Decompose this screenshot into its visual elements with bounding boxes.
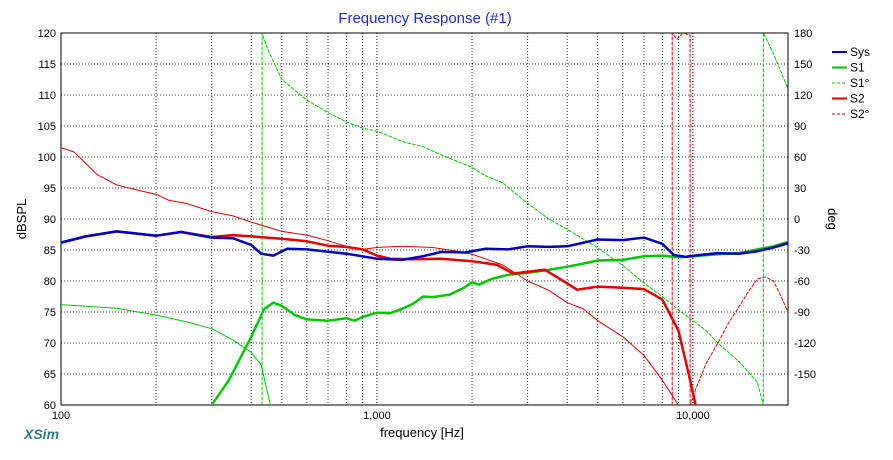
legend-label-s1-phase: S1° — [850, 76, 870, 90]
y-tick-label: 85 — [44, 245, 56, 257]
y-right-tick-label: 0 — [794, 214, 800, 226]
chart-title: Frequency Response (#1) — [338, 10, 511, 27]
y-right-tick-label: 90 — [794, 121, 806, 133]
series-line-trace-5 — [61, 147, 679, 405]
y-right-tick-label: -120 — [794, 338, 816, 350]
series-line-s2-phase — [671, 33, 788, 405]
series-lines — [61, 33, 788, 405]
y-tick-label: 80 — [44, 276, 56, 288]
y-tick-label: 100 — [38, 152, 56, 164]
series-line-s1 — [210, 240, 788, 405]
y-tick-label: 115 — [38, 59, 56, 71]
y-right-axis-label: deg — [825, 208, 840, 230]
x-tick-label: 10,000 — [676, 410, 710, 422]
y-tick-label: 60 — [44, 400, 56, 412]
y-tick-label: 65 — [44, 369, 56, 381]
y-tick-label: 90 — [44, 214, 56, 226]
series-line-trace-6 — [61, 304, 271, 405]
axis-ticks: 60 65 70 75 80 85 90 95 100 105 110 115 120 -150 -120 -… — [38, 28, 816, 422]
y-tick-label: 75 — [44, 307, 56, 319]
y-right-tick-label: -150 — [794, 369, 816, 381]
y-tick-label: 95 — [44, 183, 56, 195]
y-right-tick-label: 30 — [794, 183, 806, 195]
y-right-tick-label: 120 — [794, 90, 812, 102]
y-right-tick-label: 60 — [794, 152, 806, 164]
y-tick-label: 110 — [38, 90, 56, 102]
y-right-tick-label: 180 — [794, 28, 812, 40]
y-tick-label: 105 — [38, 121, 56, 133]
legend-label-s2: S2 — [850, 92, 865, 106]
xsim-watermark: XSim — [24, 426, 60, 442]
y-right-tick-label: 150 — [794, 59, 812, 71]
y-axis-label: dBSPL — [14, 199, 29, 239]
x-axis-label: frequency [Hz] — [380, 425, 464, 440]
series-line-s1-phase — [261, 33, 788, 405]
legend-label-s1: S1 — [850, 61, 865, 75]
grid — [61, 33, 788, 405]
plot-frame — [60, 32, 789, 406]
series-line-sys — [61, 230, 788, 262]
x-tick-label: 1,000 — [363, 410, 391, 422]
y-right-tick-label: -30 — [794, 245, 810, 257]
y-tick-label: 120 — [38, 28, 56, 40]
y-right-tick-label: -60 — [794, 276, 810, 288]
y-tick-label: 70 — [44, 338, 56, 350]
x-tick-label: 100 — [52, 410, 70, 422]
y-right-tick-label: -90 — [794, 307, 810, 319]
legend-label-sys: Sys — [850, 45, 870, 59]
legend-label-s2-phase: S2° — [850, 107, 870, 121]
